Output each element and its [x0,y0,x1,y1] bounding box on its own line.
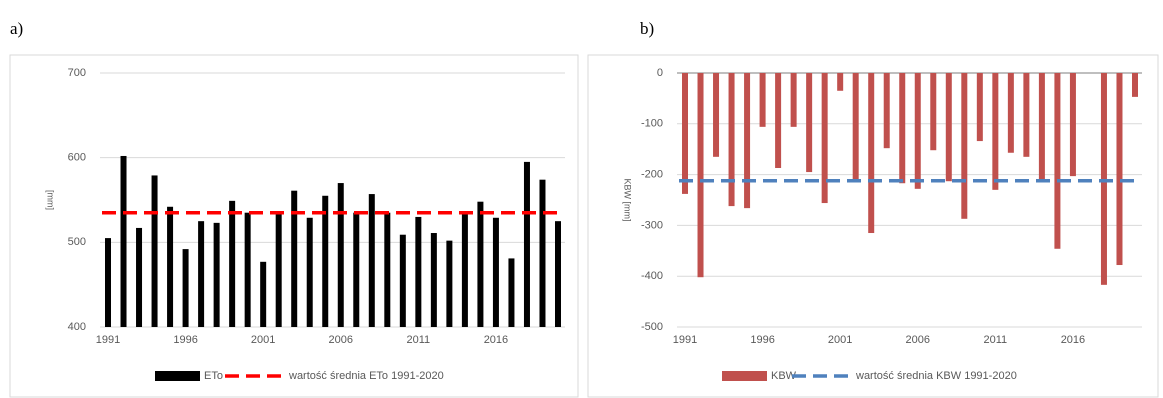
panel-label: b) [640,19,654,38]
bar [914,73,921,189]
bar [1023,73,1030,157]
bar [322,195,329,327]
bar [368,194,375,327]
legend-label: wartość średnia KBW 1991-2020 [855,370,1017,382]
bar [508,258,515,327]
x-tick-label: 1991 [96,334,120,346]
y-tick-label: -500 [641,321,663,333]
bar [868,73,875,234]
bar [539,179,546,327]
bar [461,212,468,327]
bar [821,73,828,204]
legend-label: ETo [204,370,223,382]
bar [1007,73,1014,153]
bar [713,73,720,157]
y-tick-label: -400 [641,270,663,282]
x-tick-label: 2016 [484,334,508,346]
bar [697,73,704,278]
bar [260,261,267,327]
bar [198,221,205,327]
bar [275,212,282,327]
bar [945,73,952,182]
bar [930,73,937,151]
bar [852,73,859,183]
bar [353,212,360,327]
bar [384,212,391,327]
bar [136,227,143,327]
bar [806,73,813,173]
panel-label: a) [10,19,23,38]
bar [167,206,174,327]
bar [229,200,236,327]
legend-swatch [722,371,767,381]
bar [492,217,499,327]
y-tick-label: 400 [68,321,86,333]
x-tick-label: 2001 [828,334,852,346]
bar [523,161,530,327]
legend-label: KBW [771,370,797,382]
bar [1100,73,1107,285]
bar [775,73,782,168]
y-axis-label: [mm] [46,190,56,210]
bar [744,73,751,209]
panel-frame [9,54,579,398]
x-tick-label: 2001 [251,334,275,346]
bar [1069,73,1076,177]
bar [337,183,344,327]
bar [477,201,484,327]
x-tick-label: 2006 [329,334,353,346]
bar [899,73,906,184]
y-tick-label: 600 [68,152,86,164]
bar [759,73,766,127]
bar [682,73,688,194]
bar [992,73,999,190]
y-axis-label: KBW [mm] [623,179,633,222]
legend-label: wartość średnia ETo 1991-2020 [288,370,444,382]
x-tick-label: 1991 [673,334,697,346]
bar [430,233,437,327]
bar [883,73,890,149]
bar [151,175,158,327]
bar [837,73,844,91]
y-tick-label: -200 [641,169,663,181]
bar [555,221,561,327]
bar [1038,73,1045,182]
bar [1054,73,1061,249]
bar [961,73,968,219]
bar [306,217,313,327]
x-tick-label: 1996 [750,334,774,346]
bar [976,73,983,142]
x-tick-label: 1996 [173,334,197,346]
y-tick-label: -300 [641,219,663,231]
x-tick-label: 2006 [906,334,930,346]
bar [182,249,189,327]
bar [1132,73,1138,97]
x-tick-label: 2011 [984,334,1008,346]
bar [213,222,220,327]
bar [728,73,735,207]
bar [105,238,111,327]
bar [291,190,298,327]
y-tick-label: -100 [641,118,663,130]
bar [446,240,453,327]
x-tick-label: 2016 [1061,334,1085,346]
y-tick-label: 500 [68,236,86,248]
x-tick-label: 2011 [407,334,431,346]
panel-frame [587,54,1159,398]
legend-swatch [155,371,200,381]
bar [244,212,251,327]
y-tick-label: 0 [657,67,663,79]
y-tick-label: 700 [68,67,86,79]
bar [415,216,422,327]
bar [790,73,797,127]
bar [399,234,406,327]
bar [120,155,127,327]
bar [1116,73,1123,266]
